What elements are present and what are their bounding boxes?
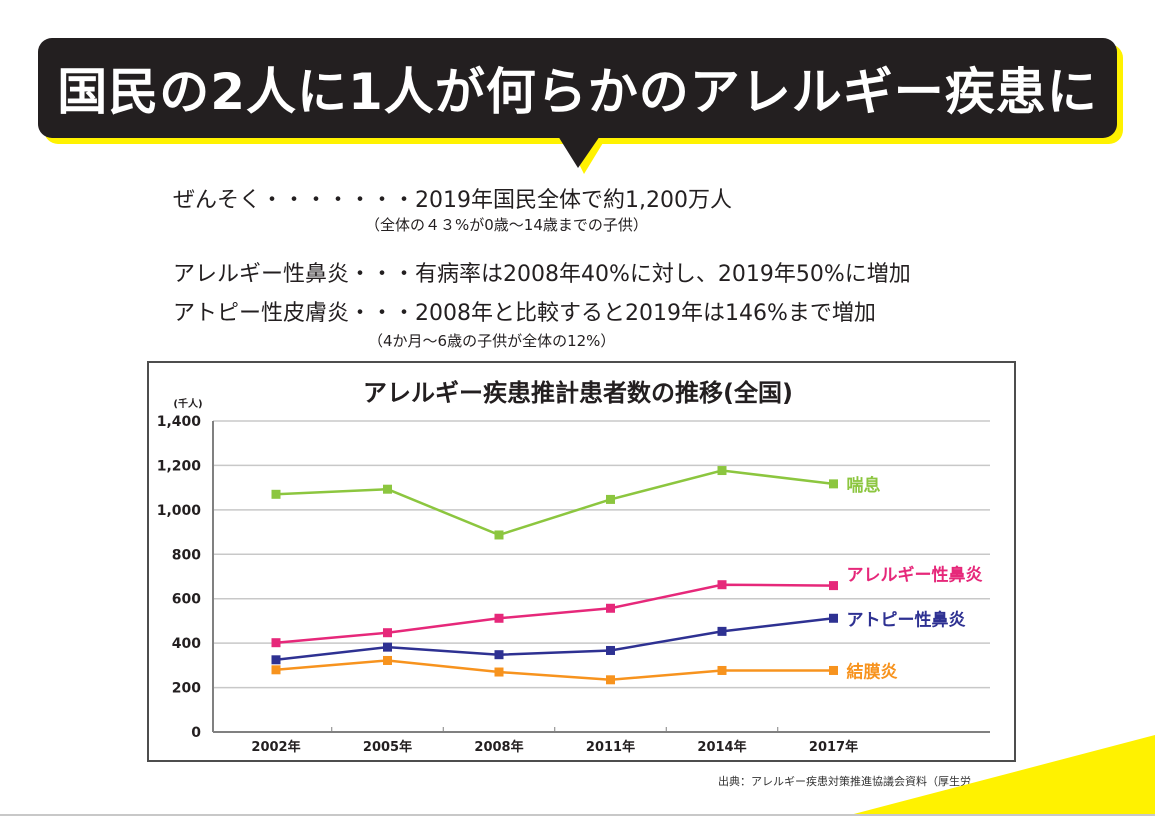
data-point-marker (717, 626, 727, 636)
data-point-marker (383, 628, 392, 638)
stat-asthma-note: （全体の４３%が0歳～14歳までの子供） (365, 216, 648, 234)
headline-banner: 国民の2人に1人が何らかのアレルギー疾患に (38, 38, 1117, 138)
series-label: 結膜炎 (847, 661, 898, 682)
y-tick-label: 1,000 (157, 503, 202, 519)
x-tick-label: 2011年 (586, 739, 635, 755)
series-label: アレルギー性鼻炎 (847, 565, 983, 586)
source-citation: 出典：アレルギー疾患対策推進協議会資料（厚生労 (718, 775, 971, 788)
data-point-marker (494, 667, 504, 677)
x-tick-label: 2017年 (809, 739, 858, 755)
y-tick-label: 600 (172, 592, 201, 608)
y-axis-unit-label: (千人) (173, 397, 202, 410)
data-point-marker (829, 479, 838, 489)
data-point-marker (717, 665, 727, 675)
headline-title: 国民の2人に1人が何らかのアレルギー疾患に (57, 63, 1098, 121)
chart-title: アレルギー疾患推計患者数の推移(全国) (363, 379, 793, 407)
data-point-marker (829, 613, 838, 623)
data-point-marker (494, 530, 504, 540)
data-point-marker (271, 638, 281, 648)
data-point-marker (829, 581, 838, 591)
y-tick-label: 1,400 (157, 414, 202, 430)
stat-asthma: ぜんそく・・・・・・・2019年国民全体で約1,200万人 (173, 188, 732, 213)
stat-atopic-note: （4か月～6歳の子供が全体の12%） (368, 332, 616, 350)
series-line (275, 469, 834, 537)
data-point-marker (717, 466, 727, 476)
data-point-marker (717, 580, 727, 590)
data-point-marker (494, 650, 504, 660)
x-tick-label: 2014年 (697, 739, 746, 755)
series-label: 喘息 (847, 475, 881, 496)
stat-allergic-rhinitis: アレルギー性鼻炎・・・有病率は2008年40%に対し、2019年50%に増加 (173, 262, 911, 287)
data-point-marker (606, 494, 615, 504)
data-point-marker (606, 675, 615, 685)
x-tick-label: 2005年 (363, 739, 412, 755)
stat-atopic-dermatitis: アトピー性皮膚炎・・・2008年と比較すると2019年は146%まで増加 (173, 301, 876, 326)
chart-frame (147, 361, 1016, 762)
data-point-marker (383, 655, 392, 665)
bottom-divider (0, 814, 1155, 816)
y-tick-label: 400 (172, 636, 201, 652)
x-tick-label: 2008年 (474, 739, 523, 755)
data-point-marker (606, 603, 615, 613)
data-point-marker (271, 665, 281, 675)
data-point-marker (271, 489, 281, 499)
series-line (275, 659, 834, 682)
data-point-marker (829, 665, 838, 675)
y-tick-label: 0 (191, 725, 201, 741)
y-tick-label: 1,200 (157, 458, 202, 474)
series-line (275, 583, 834, 644)
data-point-marker (606, 645, 615, 655)
data-point-marker (383, 642, 392, 652)
y-tick-label: 200 (172, 681, 201, 697)
series-label: アトピー性鼻炎 (847, 609, 966, 630)
y-tick-label: 800 (172, 547, 201, 563)
x-tick-label: 2002年 (251, 739, 300, 755)
data-point-marker (383, 484, 392, 494)
series-line (275, 617, 834, 662)
data-point-marker (271, 655, 281, 665)
data-point-marker (494, 613, 504, 623)
